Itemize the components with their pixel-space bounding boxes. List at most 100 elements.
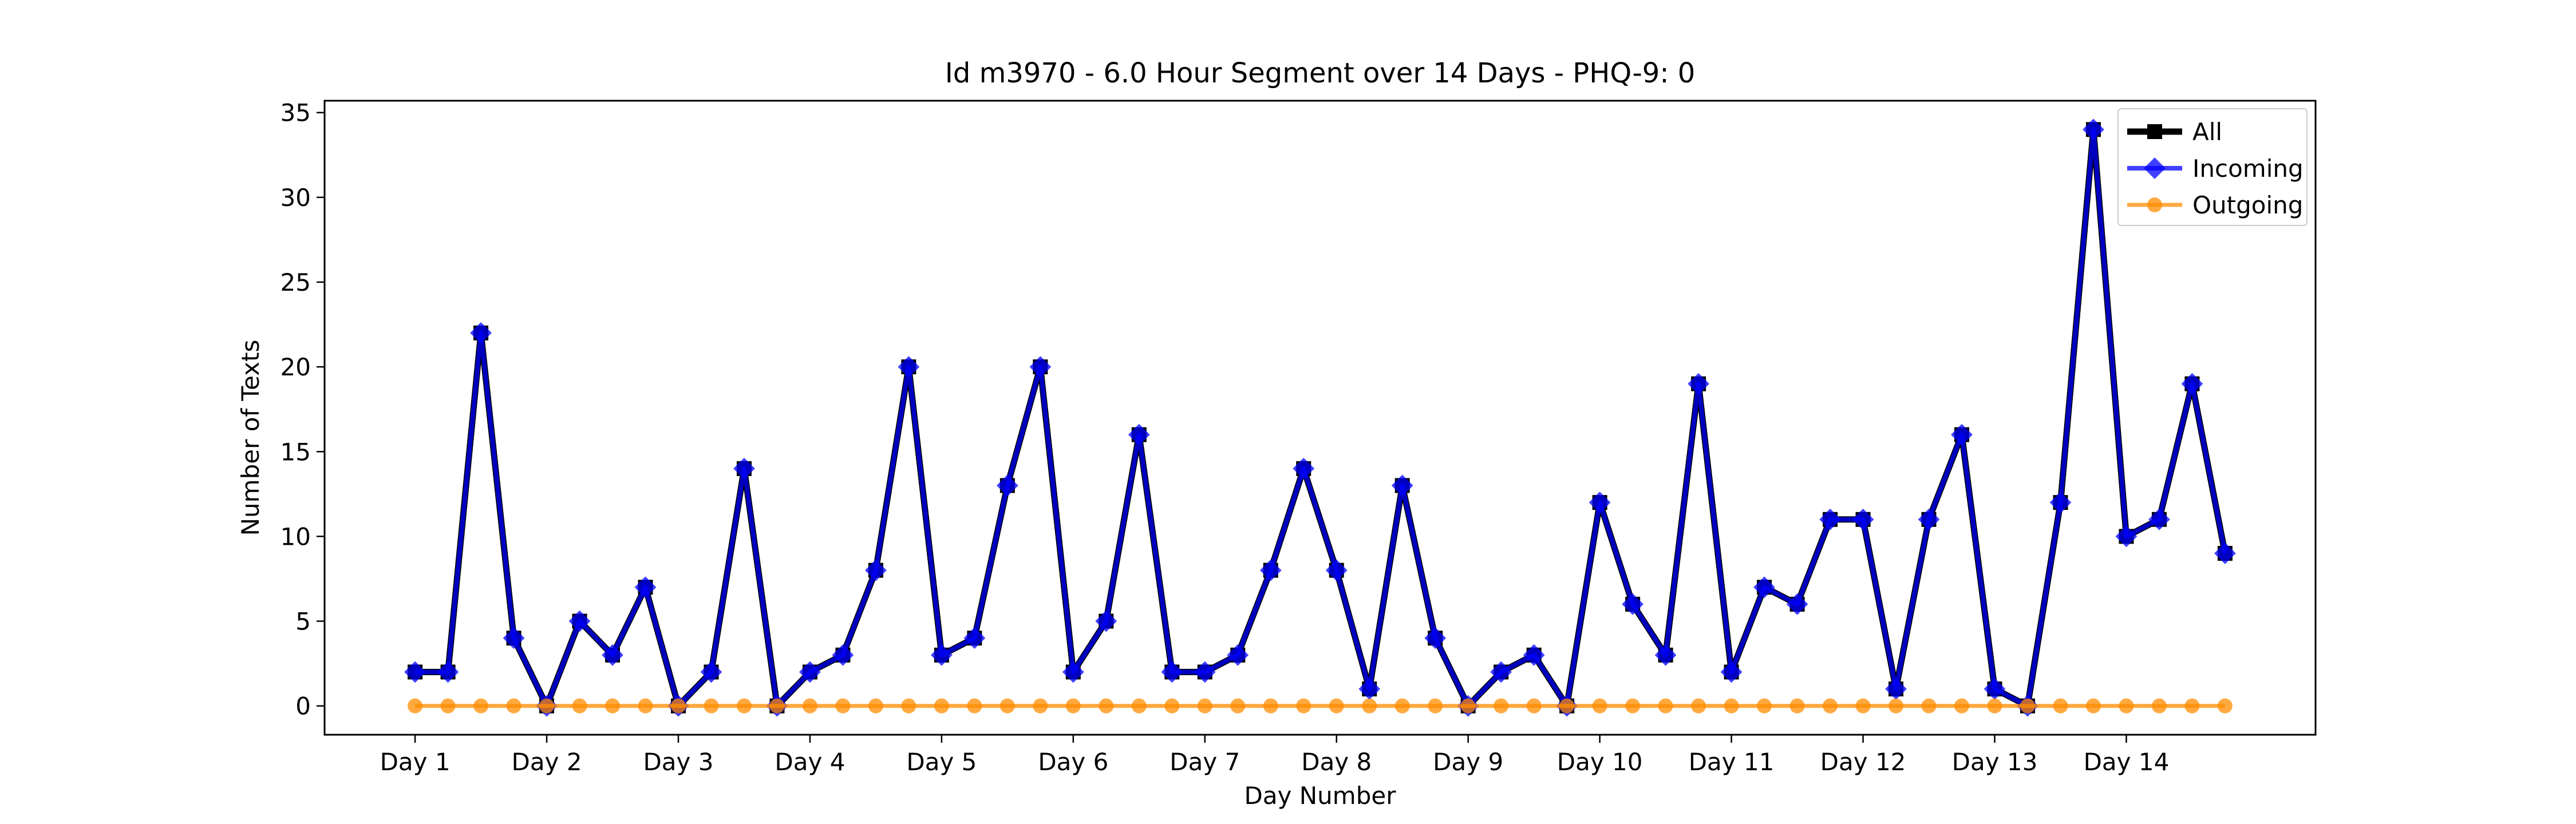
x-tick-label: Day 5 bbox=[906, 748, 977, 776]
data-point-outgoing bbox=[1394, 698, 1410, 714]
data-point-outgoing bbox=[1164, 698, 1180, 714]
data-point-incoming bbox=[700, 661, 722, 683]
data-point-incoming bbox=[2148, 508, 2170, 530]
data-point-incoming bbox=[1819, 508, 1841, 530]
y-tick-label: 5 bbox=[295, 608, 311, 636]
data-point-incoming bbox=[1194, 661, 1216, 683]
data-point-outgoing bbox=[2119, 698, 2134, 714]
data-point-incoming bbox=[1391, 474, 1413, 497]
data-point-outgoing bbox=[1065, 698, 1081, 714]
data-point-outgoing bbox=[2217, 698, 2233, 714]
legend-swatch-marker bbox=[2147, 124, 2162, 139]
data-point-outgoing bbox=[1823, 698, 1838, 714]
data-point-outgoing bbox=[2184, 698, 2200, 714]
x-tick-label: Day 4 bbox=[775, 748, 845, 776]
data-point-incoming bbox=[799, 661, 821, 683]
data-point-incoming bbox=[1918, 508, 1940, 530]
data-point-incoming bbox=[832, 644, 854, 666]
x-tick-label: Day 1 bbox=[380, 748, 451, 776]
data-point-outgoing bbox=[2053, 698, 2068, 714]
data-point-incoming bbox=[865, 559, 887, 581]
data-point-incoming bbox=[1688, 373, 1710, 395]
x-tick-label: Day 12 bbox=[1820, 748, 1906, 776]
y-tick-label: 10 bbox=[280, 522, 311, 550]
data-point-incoming bbox=[437, 661, 459, 683]
data-point-incoming bbox=[1325, 559, 1348, 581]
data-point-outgoing bbox=[901, 698, 916, 714]
data-point-outgoing bbox=[539, 698, 555, 714]
data-point-outgoing bbox=[967, 698, 982, 714]
data-point-outgoing bbox=[1460, 698, 1476, 714]
data-point-outgoing bbox=[704, 698, 719, 714]
data-point-incoming bbox=[634, 576, 657, 599]
data-point-outgoing bbox=[1691, 698, 1706, 714]
data-point-outgoing bbox=[736, 698, 752, 714]
data-point-incoming bbox=[1424, 627, 1447, 649]
data-point-outgoing bbox=[1362, 698, 1377, 714]
data-point-incoming bbox=[1622, 593, 1644, 615]
data-point-incoming bbox=[1293, 457, 1315, 480]
legend-item-outgoing: Outgoing bbox=[2127, 191, 2303, 219]
data-point-incoming bbox=[963, 627, 986, 649]
x-tick-label: Day 14 bbox=[2084, 748, 2170, 776]
data-point-outgoing bbox=[1724, 698, 1739, 714]
data-point-incoming bbox=[1753, 576, 1775, 599]
data-point-incoming bbox=[1490, 661, 1512, 683]
x-axis-label: Day Number bbox=[1244, 782, 1396, 810]
data-point-outgoing bbox=[934, 698, 949, 714]
data-point-incoming bbox=[602, 644, 623, 666]
x-tick-label: Day 13 bbox=[1952, 748, 2038, 776]
data-point-outgoing bbox=[2020, 698, 2035, 714]
data-point-outgoing bbox=[1329, 698, 1344, 714]
data-point-outgoing bbox=[408, 698, 423, 714]
data-point-incoming bbox=[568, 610, 591, 632]
data-point-outgoing bbox=[1559, 698, 1575, 714]
data-point-incoming bbox=[1358, 678, 1381, 700]
data-point-incoming bbox=[1720, 661, 1743, 683]
data-point-outgoing bbox=[1197, 698, 1212, 714]
data-point-incoming bbox=[1029, 356, 1052, 378]
data-point-outgoing bbox=[1625, 698, 1641, 714]
x-tick-label: Day 2 bbox=[512, 748, 582, 776]
x-tick-label: Day 10 bbox=[1557, 748, 1643, 776]
data-point-incoming bbox=[930, 644, 953, 666]
data-point-outgoing bbox=[1131, 698, 1147, 714]
data-point-incoming bbox=[1227, 644, 1249, 666]
data-point-outgoing bbox=[1296, 698, 1311, 714]
legend-swatch-marker bbox=[2147, 197, 2162, 212]
data-point-outgoing bbox=[1592, 698, 1607, 714]
data-point-outgoing bbox=[1428, 698, 1443, 714]
data-point-outgoing bbox=[1526, 698, 1542, 714]
data-point-incoming bbox=[1951, 423, 1973, 446]
data-point-outgoing bbox=[1230, 698, 1246, 714]
data-point-incoming bbox=[1852, 508, 1874, 530]
data-point-outgoing bbox=[1033, 698, 1048, 714]
data-point-outgoing bbox=[2151, 698, 2167, 714]
y-tick-label: 20 bbox=[280, 353, 311, 381]
data-point-incoming bbox=[996, 474, 1018, 497]
data-point-outgoing bbox=[1987, 698, 2002, 714]
y-tick-label: 0 bbox=[295, 692, 311, 720]
x-tick-label: Day 6 bbox=[1038, 748, 1108, 776]
data-point-outgoing bbox=[2085, 698, 2101, 714]
x-tick-label: Day 8 bbox=[1301, 748, 1372, 776]
data-point-outgoing bbox=[1658, 698, 1673, 714]
data-point-outgoing bbox=[440, 698, 456, 714]
data-point-outgoing bbox=[605, 698, 621, 714]
data-point-outgoing bbox=[1855, 698, 1871, 714]
legend-swatch-marker bbox=[2144, 157, 2166, 179]
data-point-incoming bbox=[1654, 644, 1677, 666]
data-point-outgoing bbox=[1954, 698, 1970, 714]
data-point-outgoing bbox=[1789, 698, 1805, 714]
data-point-incoming bbox=[2083, 118, 2104, 141]
x-axis-ticks: Day 1 Day 2 Day 3 Day 4 Day 5 Day 6 Day 7 Day 8… bbox=[380, 735, 2170, 776]
data-point-outgoing bbox=[1099, 698, 1114, 714]
data-point-incoming bbox=[1062, 661, 1084, 683]
series-incoming bbox=[404, 118, 2236, 717]
y-tick-label: 35 bbox=[280, 99, 311, 127]
data-point-outgoing bbox=[802, 698, 817, 714]
data-point-incoming bbox=[2115, 525, 2138, 548]
data-point-incoming bbox=[898, 356, 920, 378]
data-point-incoming bbox=[1095, 610, 1117, 632]
